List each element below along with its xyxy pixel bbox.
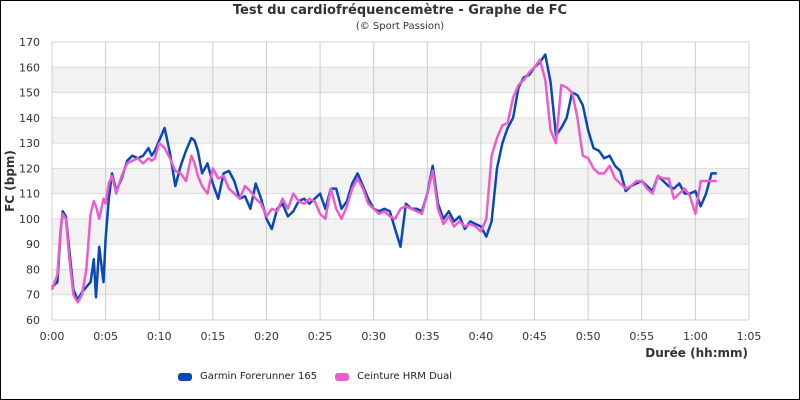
legend: Garmin Forerunner 165 Ceinture HRM Dual: [178, 371, 470, 382]
x-tick-label: 0:40: [469, 330, 494, 343]
series-line-1: [50, 58, 717, 304]
x-tick-label: 0:30: [361, 330, 386, 343]
grid-band: [52, 269, 749, 295]
series-lines: [50, 53, 717, 304]
legend-swatch-hrm-icon: [335, 372, 350, 381]
plot-border: [51, 41, 750, 321]
x-tick-label: 0:35: [415, 330, 440, 343]
y-axis-ticks: 60 70 80 90 100 110 120 130 140 150 160 170: [19, 36, 40, 327]
chart-subtitle: (© Sport Passion): [355, 21, 445, 32]
y-tick-label: 160: [19, 61, 40, 74]
x-tick-label: 0:10: [147, 330, 172, 343]
y-tick-label: 140: [19, 112, 40, 125]
legend-swatch-garmin-icon: [178, 372, 192, 381]
y-tick-label: 170: [19, 36, 40, 49]
x-tick-label: 0:25: [308, 330, 333, 343]
alternating-bands: [52, 67, 749, 295]
legend-label-hrm: Ceinture HRM Dual: [357, 371, 453, 382]
x-tick-label: 1:00: [683, 330, 708, 343]
x-tick-label: 0:55: [629, 330, 654, 343]
y-tick-label: 110: [19, 188, 40, 201]
grid-band: [52, 67, 749, 93]
x-axis-label: Durée (hh:mm): [645, 346, 748, 360]
y-tick-label: 70: [26, 289, 40, 302]
y-tick-label: 120: [19, 162, 40, 175]
x-tick-label: 0:45: [522, 330, 547, 343]
x-tick-label: 1:05: [737, 330, 762, 343]
x-axis-ticks: 0:00 0:05 0:10 0:15 0:20 0:25 0:30 0:35 0:40 0:45…: [40, 330, 762, 343]
grid-band: [52, 117, 749, 144]
y-tick-label: 150: [19, 87, 40, 100]
legend-item-hrm[interactable]: Ceinture HRM Dual: [335, 371, 452, 382]
y-axis-label: FC (bpm): [3, 150, 17, 212]
x-tick-label: 0:05: [93, 330, 118, 343]
y-tick-label: 100: [19, 213, 40, 226]
x-tick-label: 0:00: [40, 330, 65, 343]
y-tick-label: 130: [19, 137, 40, 150]
x-tick-label: 0:15: [200, 330, 225, 343]
y-tick-label: 80: [26, 263, 40, 276]
legend-item-garmin[interactable]: Garmin Forerunner 165: [178, 371, 317, 382]
y-tick-label: 60: [26, 314, 40, 327]
x-tick-label: 0:20: [254, 330, 279, 343]
x-tick-label: 0:50: [576, 330, 601, 343]
y-tick-label: 90: [26, 238, 40, 251]
legend-label-garmin: Garmin Forerunner 165: [200, 371, 318, 382]
chart-title: Test du cardiofréquencemètre - Graphe de…: [232, 3, 568, 18]
grid-band: [52, 168, 749, 194]
